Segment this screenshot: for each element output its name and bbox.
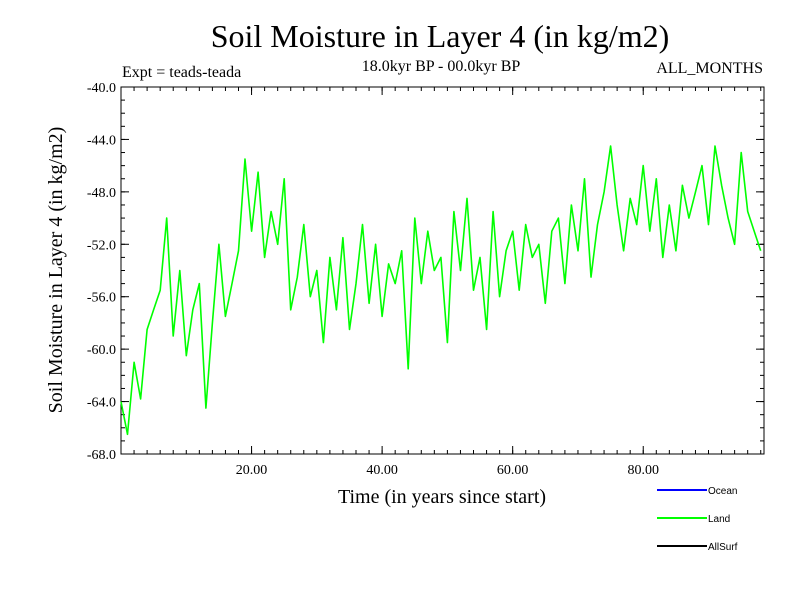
chart-subtitle: 18.0kyr BP - 00.0kyr BP: [362, 58, 521, 75]
x-tick-label: 60.00: [497, 463, 529, 478]
legend-label-allsurf: AllSurf: [708, 542, 738, 553]
series-line-land: [120, 145, 762, 436]
y-tick-label: -56.0: [87, 291, 116, 306]
expt-label: Expt = teads-teada: [122, 64, 241, 81]
x-tick-label: 40.00: [366, 463, 398, 478]
legend-item-ocean: Ocean: [657, 486, 737, 497]
y-tick-label: -48.0: [87, 186, 116, 201]
x-axis-ticks: 20.00 40.00 60.00 80.00: [236, 87, 659, 478]
x-axis-label: Time (in years since start): [338, 486, 546, 508]
y-tick-label: -40.0: [87, 81, 116, 96]
legend-label-ocean: Ocean: [708, 486, 737, 497]
legend: Ocean Land AllSurf: [657, 486, 738, 553]
x-tick-label: 20.00: [236, 463, 268, 478]
y-tick-label: -52.0: [87, 238, 116, 253]
y-tick-label: -68.0: [87, 448, 116, 463]
y-axis-label: Soil Moisture in Layer 4 (in kg/m2): [45, 127, 67, 414]
chart-title: Soil Moisture in Layer 4 (in kg/m2): [211, 18, 670, 54]
legend-item-allsurf: AllSurf: [657, 542, 738, 553]
y-tick-label: -64.0: [87, 396, 116, 411]
y-tick-label: -60.0: [87, 343, 116, 358]
legend-label-land: Land: [708, 514, 730, 525]
months-label: ALL_MONTHS: [656, 60, 763, 77]
y-axis-ticks: -40.0 -44.0 -48.0 -52.0 -56.0 -60.0 -64.0 -68.0: [87, 81, 764, 463]
legend-item-land: Land: [657, 514, 730, 525]
y-tick-label: -44.0: [87, 133, 116, 148]
plot-area: -40.0 -44.0 -48.0 -52.0 -56.0 -60.0 -64.0 -68.0…: [87, 81, 765, 478]
x-tick-label: 80.00: [627, 463, 659, 478]
